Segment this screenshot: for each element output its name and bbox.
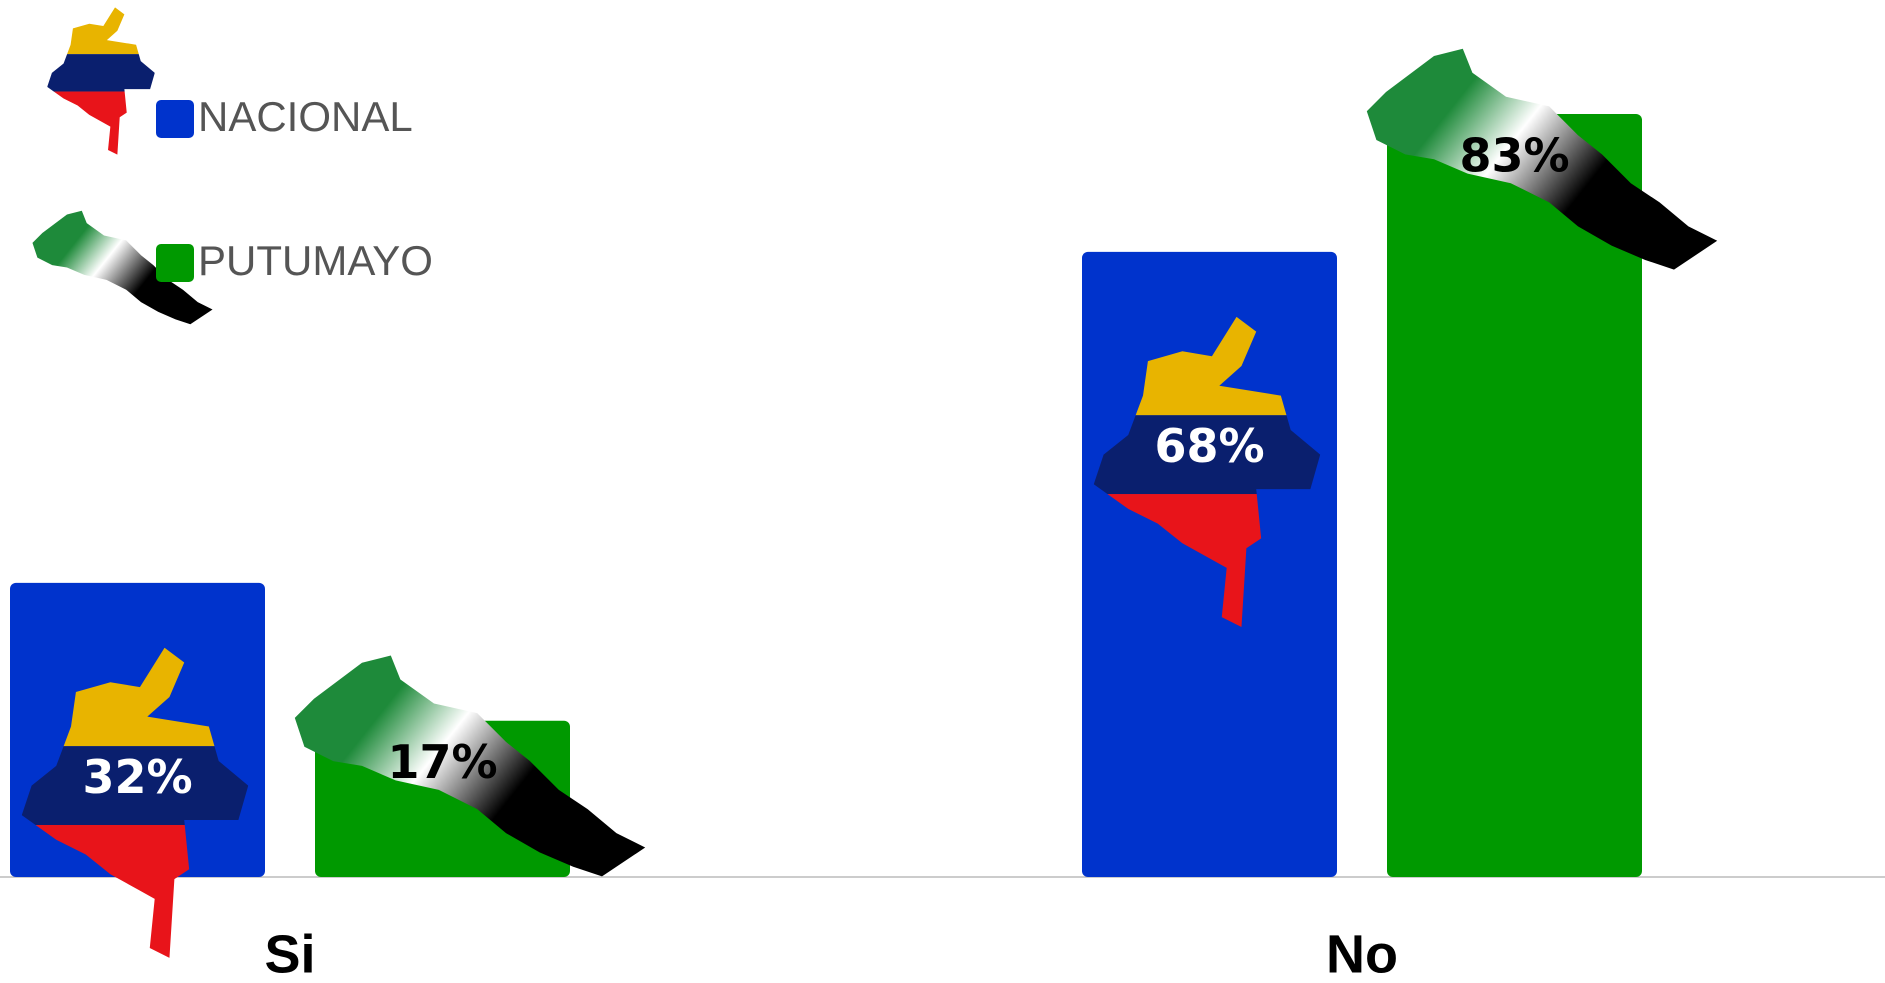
x-tick-label: Si bbox=[264, 924, 315, 983]
value-label: 32% bbox=[82, 750, 192, 804]
value-label: 68% bbox=[1154, 419, 1264, 473]
legend-swatch bbox=[156, 244, 194, 282]
legend: NACIONAL PUTUMAYO bbox=[32, 5, 433, 325]
legend-label: NACIONAL bbox=[198, 93, 413, 140]
legend-icon bbox=[43, 5, 160, 162]
legend-label: PUTUMAYO bbox=[198, 237, 433, 284]
value-label: 83% bbox=[1459, 129, 1569, 183]
legend-swatch bbox=[156, 100, 194, 138]
bar bbox=[1387, 114, 1642, 877]
value-label: 17% bbox=[387, 735, 497, 789]
x-tick-label: No bbox=[1326, 924, 1398, 983]
bar bbox=[1082, 251, 1337, 877]
